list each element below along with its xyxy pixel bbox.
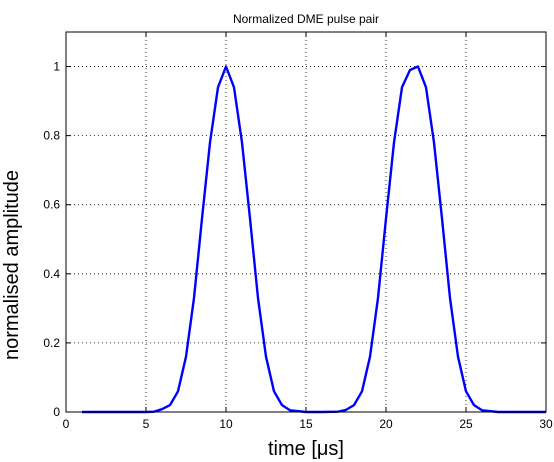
y-tick-label: 0.4 [43, 267, 60, 281]
x-tick-label: 15 [299, 417, 313, 431]
x-tick-label: 5 [143, 417, 150, 431]
x-tick-label: 10 [219, 417, 233, 431]
x-tick-label: 25 [459, 417, 473, 431]
y-tick-label: 0.2 [43, 336, 60, 350]
y-tick-label: 0.8 [43, 129, 60, 143]
x-axis-label: time [μs] [268, 438, 344, 460]
tick-layer: 0 5 10 15 20 25 30 0 0.2 0.4 0.6 0.8 1 [43, 32, 553, 431]
y-tick-label: 1 [53, 60, 60, 74]
series-layer [82, 65, 546, 414]
x-tick-label: 0 [63, 417, 70, 431]
x-tick-label: 30 [539, 417, 553, 431]
y-axis-label: normalised amplitude [1, 170, 23, 360]
grid-layer [66, 32, 546, 412]
pulse-series-line [82, 65, 546, 414]
chart-title: Normalized DME pulse pair [233, 12, 379, 26]
y-tick-label: 0.6 [43, 198, 60, 212]
y-tick-label: 0 [53, 405, 60, 419]
x-tick-label: 20 [379, 417, 393, 431]
